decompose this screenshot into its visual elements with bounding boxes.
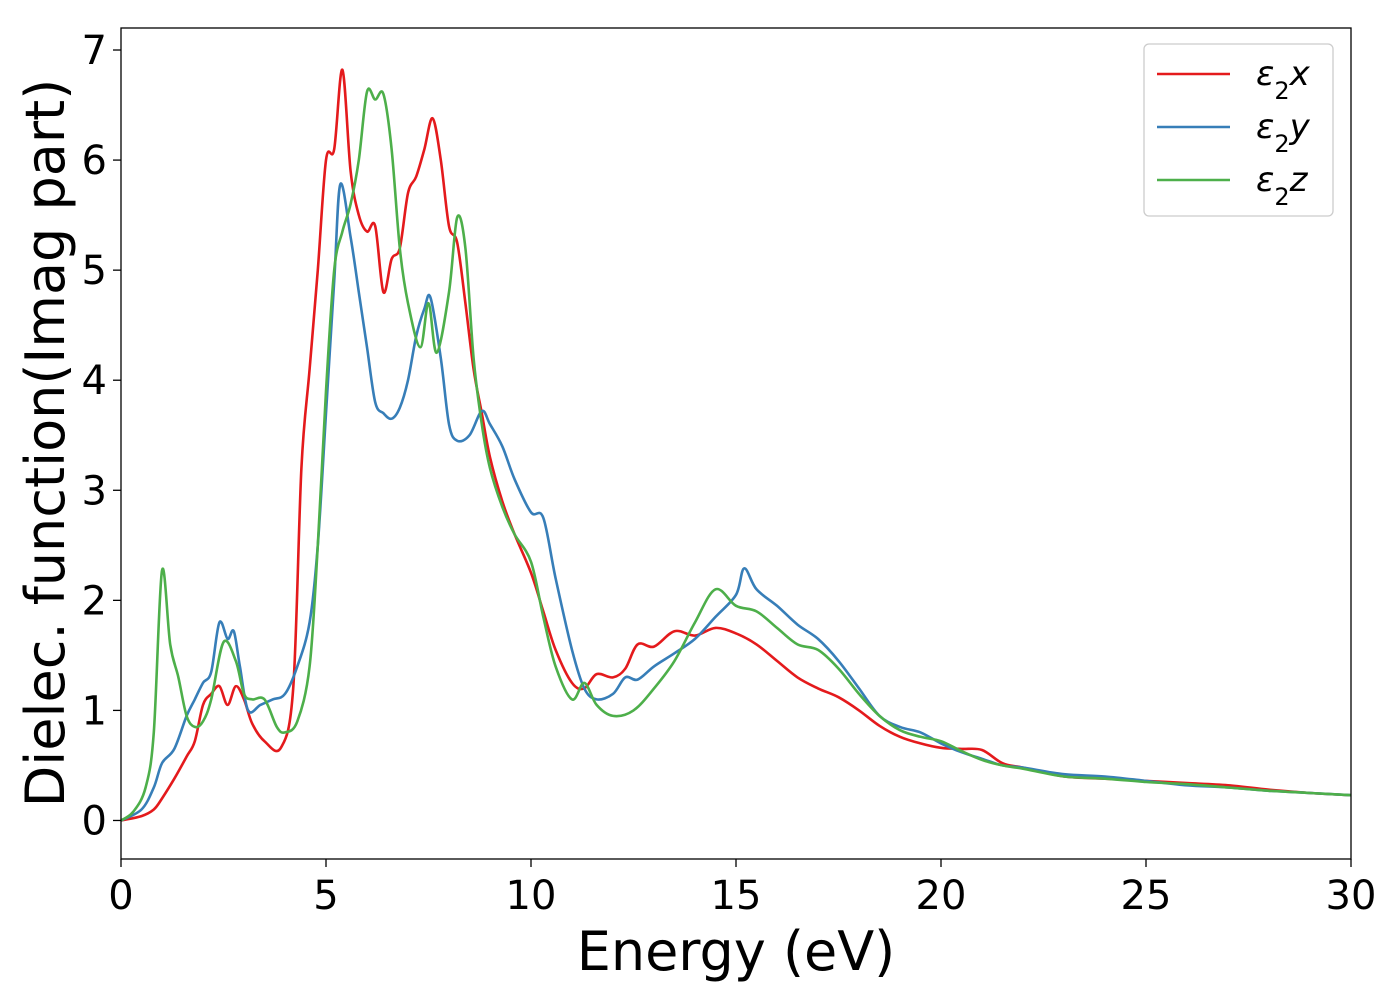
legend-label-z: ε2z <box>1256 160 1309 211</box>
series-layer <box>120 68 1352 822</box>
x-tick-label: 20 <box>916 873 967 919</box>
x-tick-label: 25 <box>1121 873 1172 919</box>
x-axis: 0 5 10 15 20 25 30 <box>108 859 1376 919</box>
x-axis-label: Energy (eV) <box>577 920 896 983</box>
y-tick-label: 2 <box>82 578 107 624</box>
y-tick-label: 6 <box>82 138 107 184</box>
y-tick-label: 5 <box>82 248 107 294</box>
y-tick-label: 7 <box>82 28 107 74</box>
y-tick-label: 0 <box>82 798 107 844</box>
y-tick-label: 3 <box>82 468 107 514</box>
legend-box <box>1143 43 1334 217</box>
x-tick-label: 15 <box>711 873 762 919</box>
series-line-y <box>120 182 1352 822</box>
y-axis: 0 1 2 3 4 5 6 7 <box>82 28 121 844</box>
legend-label-x: ε2x <box>1256 54 1311 105</box>
x-tick-label: 0 <box>108 873 133 919</box>
y-tick-label: 1 <box>82 688 107 734</box>
legend-label-y: ε2y <box>1256 107 1311 158</box>
x-tick-label: 10 <box>506 873 557 919</box>
y-tick-label: 4 <box>82 358 107 404</box>
series-line-z <box>120 87 1352 822</box>
x-tick-label: 5 <box>313 873 338 919</box>
x-tick-label: 30 <box>1326 873 1377 919</box>
y-axis-label: Dielec. function(Imag part) <box>14 79 77 808</box>
